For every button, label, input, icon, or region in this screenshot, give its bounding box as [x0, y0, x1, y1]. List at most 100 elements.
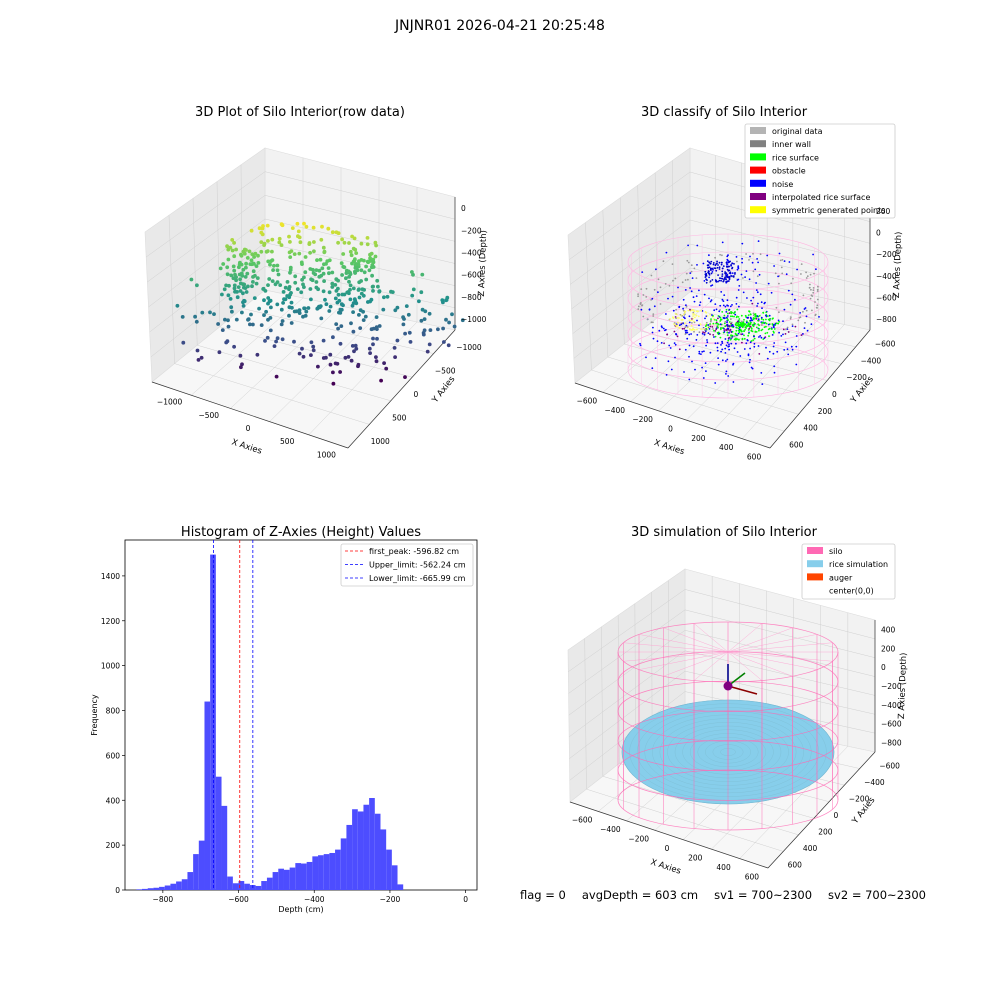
classified-point	[805, 315, 808, 318]
classified-point	[757, 318, 760, 321]
classified-point	[653, 288, 656, 291]
classified-point	[747, 353, 750, 356]
classified-point	[690, 329, 693, 331]
classified-point	[749, 358, 751, 361]
classified-point	[756, 291, 759, 294]
grid-line	[591, 369, 785, 432]
classified-point	[651, 331, 654, 334]
raw-data-point	[231, 264, 236, 269]
histogram-bar	[164, 885, 171, 890]
raw-data-point	[256, 261, 261, 265]
classified-point	[765, 322, 768, 325]
classified-point	[680, 319, 683, 321]
grid-line	[216, 181, 221, 327]
classified-point	[726, 315, 729, 317]
raw-data-point	[393, 355, 397, 359]
classified-point	[666, 333, 668, 336]
raw-data-point	[339, 324, 344, 328]
classified-point	[713, 336, 715, 338]
classified-point	[810, 323, 813, 326]
grid-line	[602, 776, 799, 836]
raw-data-point	[272, 263, 276, 268]
histogram-bar	[142, 888, 148, 890]
raw-data-point	[259, 249, 264, 254]
raw-data-point	[253, 273, 257, 278]
silo-roof-rib	[727, 651, 833, 662]
classified-point	[795, 363, 798, 366]
x-axis-title: X Axies	[653, 438, 686, 457]
noise-point	[717, 280, 719, 283]
raw-data-point	[317, 268, 322, 273]
noise-point	[724, 271, 726, 273]
classified-point	[646, 318, 649, 321]
raw-data-point	[344, 276, 348, 281]
classified-point	[816, 290, 819, 292]
raw-data-point	[266, 259, 271, 264]
center-x-arrow	[727, 685, 758, 695]
raw-data-point	[365, 236, 370, 240]
z-tick-label: −600	[876, 294, 897, 303]
classified-point	[743, 337, 746, 340]
noise-point	[724, 272, 727, 275]
classified-point	[811, 309, 813, 312]
classified-point	[727, 319, 729, 321]
classified-point	[812, 289, 815, 292]
classified-point	[709, 313, 712, 316]
sv1-text: sv1 = 700~2300	[714, 888, 813, 902]
classified-point	[683, 313, 685, 316]
z-tick-label: −600	[461, 271, 482, 280]
raw-data-point	[263, 339, 267, 343]
classified-point	[738, 318, 741, 320]
raw-data-point	[324, 355, 328, 360]
raw-data-point	[356, 288, 361, 292]
raw-data-point	[297, 251, 302, 256]
classified-point	[667, 360, 670, 363]
raw-data-point	[253, 251, 258, 256]
classified-point	[730, 324, 733, 327]
classified-point	[650, 321, 653, 324]
classified-point	[744, 328, 746, 331]
histogram-bar	[261, 881, 267, 890]
classified-point	[800, 263, 803, 265]
raw-data-point	[272, 344, 277, 348]
raw-data-point	[287, 313, 291, 318]
simulation-plot-title: 3D simulation of Silo Interior	[631, 525, 818, 540]
raw-data-point	[410, 270, 414, 274]
raw-data-point	[356, 362, 361, 367]
classified-point	[766, 331, 769, 334]
classified-point	[741, 261, 743, 264]
classified-point	[740, 325, 743, 328]
classified-point	[681, 281, 684, 284]
y-tick-label: 400	[803, 424, 818, 433]
noise-point	[725, 274, 727, 277]
raw-data-point	[315, 258, 319, 262]
raw-data-point	[339, 302, 344, 307]
y-tick-label: −200	[846, 373, 867, 382]
classified-point	[704, 317, 706, 320]
classified-point	[790, 345, 793, 348]
classified-point	[698, 352, 701, 355]
x-tick-label: 600	[747, 452, 762, 461]
raw-data-point	[282, 297, 286, 302]
classified-point	[709, 351, 712, 354]
raw-data-point	[322, 250, 327, 255]
classified-point	[669, 318, 671, 320]
classified-point	[719, 328, 722, 331]
grid-line	[570, 195, 691, 285]
classified-point	[733, 312, 735, 315]
classified-point	[686, 326, 689, 328]
raw-data-point	[295, 221, 300, 226]
raw-data-point	[340, 237, 344, 242]
classified-point	[683, 316, 685, 319]
classified-point	[639, 344, 642, 347]
classified-point	[734, 313, 737, 316]
classified-point	[672, 309, 675, 312]
classified-point	[690, 290, 693, 293]
classified-point	[726, 258, 729, 261]
grid-line	[264, 195, 456, 242]
classified-point	[757, 261, 759, 264]
raw-data-point	[347, 275, 351, 279]
raw-data-point	[236, 285, 241, 289]
grid-line	[242, 308, 434, 354]
classified-point	[672, 316, 674, 319]
